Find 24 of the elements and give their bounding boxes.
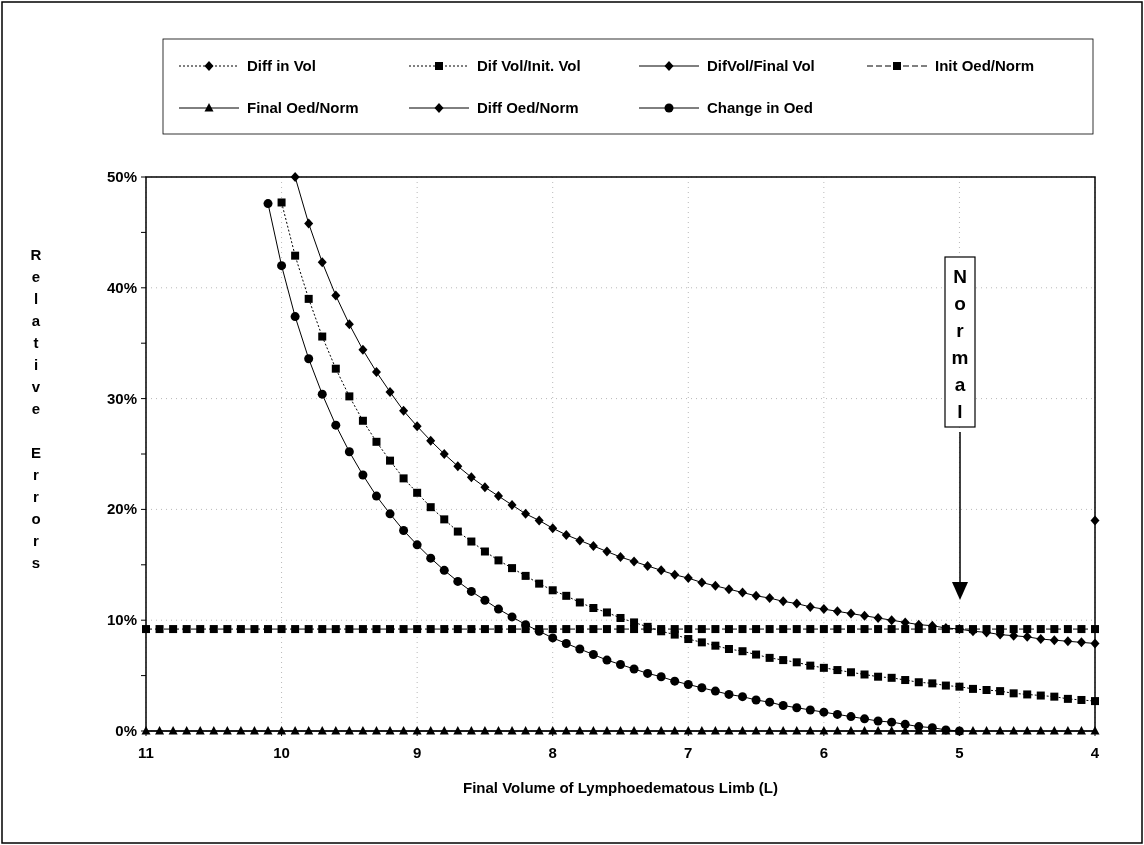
- y-tick-label: 30%: [106, 389, 137, 407]
- legend-label: Change in Oed: [707, 99, 813, 116]
- x-tick-label: 9: [412, 744, 422, 761]
- x-tick-label: 6: [819, 744, 829, 761]
- annotation: Normal: [951, 266, 969, 422]
- x-tick-label: 10: [273, 744, 290, 761]
- legend-label: Dif Vol/Init. Vol: [477, 57, 581, 74]
- legend-label: Diff in Vol: [247, 57, 316, 74]
- x-tick-label: 11: [138, 744, 154, 761]
- y-tick-label: 20%: [106, 500, 137, 518]
- x-tick-label: 4: [1090, 744, 1100, 761]
- x-axis-title: Final Volume of Lymphoedematous Limb (L): [462, 779, 779, 796]
- y-tick-label: 40%: [106, 278, 137, 296]
- text: Relative Errors: [30, 246, 42, 571]
- x-tick-label: 7: [684, 744, 693, 761]
- legend-label: Final Oed/Norm: [247, 99, 359, 116]
- y-tick-label: 50%: [106, 168, 137, 185]
- legend-label: Diff Oed/Norm: [477, 99, 579, 116]
- y-tick-label: 10%: [106, 611, 137, 629]
- legend-label: DifVol/Final Vol: [707, 57, 815, 74]
- x-tick-label: 5: [955, 744, 964, 761]
- y-tick-label: 0%: [115, 722, 137, 739]
- legend-label: Init Oed/Norm: [935, 57, 1035, 74]
- x-tick-label: 8: [548, 744, 557, 761]
